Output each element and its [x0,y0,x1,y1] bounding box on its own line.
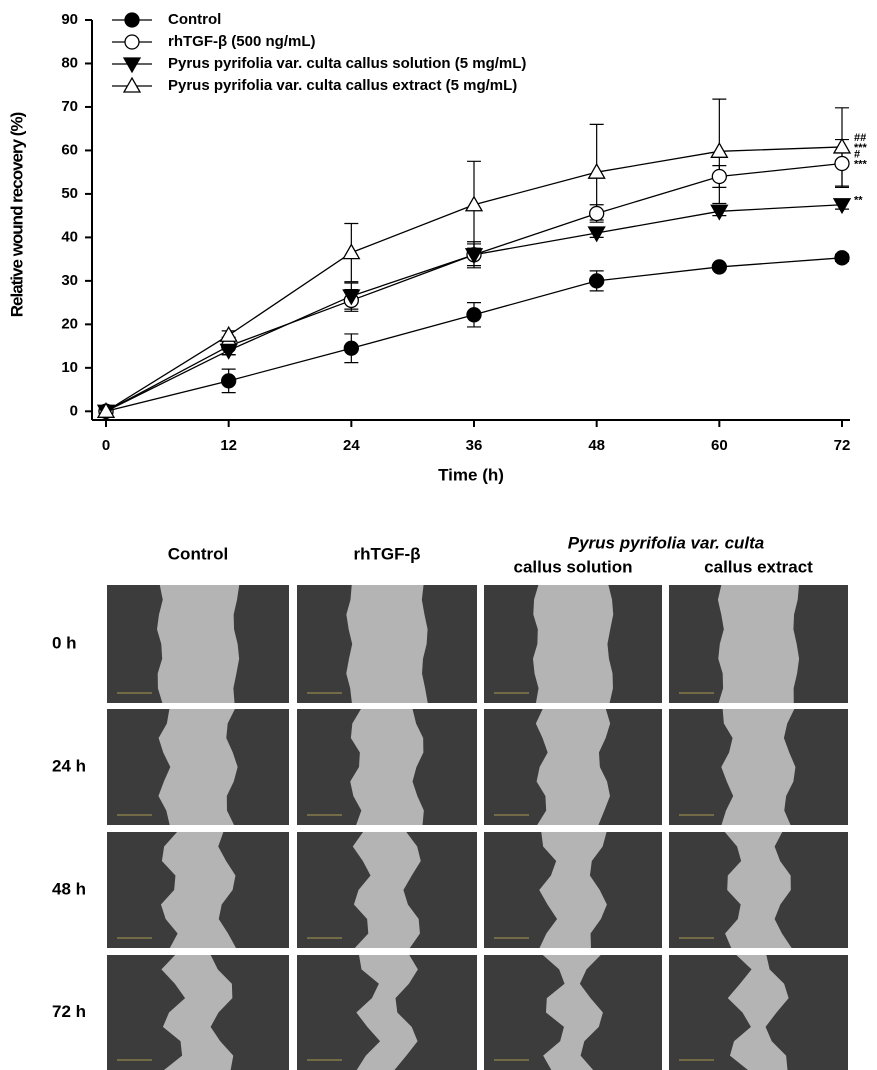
legend-marker [122,76,142,93]
wound-area [158,709,238,825]
x-tick-label: 36 [466,437,483,454]
marker [219,325,238,342]
marker [589,273,605,289]
wound-area [161,955,234,1070]
wound-area [356,955,418,1070]
marker [464,195,484,212]
column-header: Control [168,544,228,563]
y-tick-label: 40 [61,228,78,245]
marker [710,204,729,221]
marker [587,226,606,243]
marker [832,198,852,215]
row-label: 0 h [52,633,77,652]
marker [342,289,361,306]
x-tick-label: 0 [102,437,110,454]
annotation: ## [854,132,866,144]
marker [587,162,606,179]
row-label: 24 h [52,756,86,775]
y-tick-label: 50 [61,185,78,202]
x-tick-label: 48 [588,437,605,454]
y-tick-label: 0 [70,402,78,419]
y-tick-label: 30 [61,272,78,289]
marker [589,205,605,222]
x-tick-label: 72 [834,437,851,454]
legend-marker [124,12,140,28]
legend-label: Control [168,11,221,28]
legend-label: Pyrus pyrifolia var. culta callus soluti… [168,55,526,72]
annotation: ** [854,195,863,207]
marker [464,248,484,265]
wound-area [542,955,603,1070]
column-header: callus extract [704,557,813,576]
marker [834,155,850,172]
marker [711,259,727,275]
series-line [105,257,843,412]
legend-marker [124,34,140,50]
wound-area [727,955,789,1070]
wound-area [160,832,236,948]
y-tick-label: 20 [61,315,78,332]
wound-area [532,585,614,703]
wound-area [535,709,611,825]
wound-area [346,585,428,703]
wound-area [539,832,607,948]
wound-area [721,709,796,825]
annotation: *** [854,158,868,170]
wound-area [724,832,792,948]
marker [219,343,238,360]
y-axis-label: Relative wound recovery (%) [7,112,26,317]
wound-area [717,585,800,703]
wound-area [350,709,424,825]
y-tick-label: 10 [61,359,78,376]
legend-label: Pyrus pyrifolia var. culta callus extrac… [168,77,517,94]
wound-area [157,585,240,703]
marker [834,250,850,266]
marker [343,340,359,356]
marker [832,137,852,154]
annotation: *** [854,142,868,154]
legend-label: rhTGF-β (500 ng/mL) [168,33,316,50]
marker [466,307,482,323]
marker [221,373,237,389]
marker [96,401,116,418]
column-header: rhTGF-β [353,544,420,563]
y-tick-label: 90 [61,11,78,28]
group-header: Pyrus pyrifolia var. culta [568,533,765,552]
marker [710,141,729,158]
annotation: # [854,148,860,160]
row-label: 48 h [52,879,86,898]
x-tick-label: 24 [343,437,360,454]
row-label: 72 h [52,1002,86,1021]
marker [711,168,727,185]
y-tick-label: 60 [61,141,78,158]
x-axis-label: Time (h) [438,465,504,484]
y-tick-label: 80 [61,54,78,71]
x-tick-label: 60 [711,437,728,454]
legend-marker [122,57,142,74]
x-tick-label: 12 [220,437,237,454]
wound-area [352,832,421,948]
marker [342,243,361,260]
column-header: callus solution [513,557,632,576]
y-tick-label: 70 [61,98,78,115]
